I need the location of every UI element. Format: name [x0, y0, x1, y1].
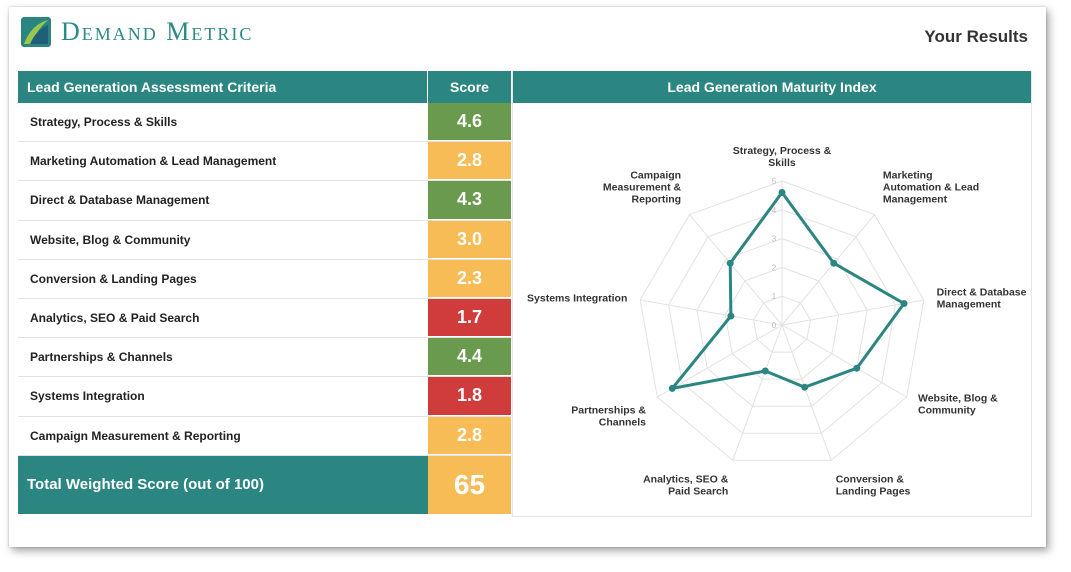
axis-label-line: Marketing	[883, 170, 933, 182]
axis-label: Analytics, SEO & Paid Search	[643, 474, 729, 498]
axis-label-line: Analytics, SEO &	[643, 474, 729, 486]
axis-spoke	[781, 214, 875, 326]
tick-label: 2	[772, 263, 777, 272]
tick-label: 3	[772, 235, 777, 244]
table-row: Systems Integration 1.8	[18, 377, 511, 417]
axis-label-line: Channels	[599, 417, 646, 429]
page-title: Your Results	[924, 27, 1028, 46]
axis-label-line: Paid Search	[668, 486, 728, 498]
axis-spoke	[689, 214, 783, 326]
axis-label-line: Systems Integration	[527, 293, 627, 305]
data-point	[726, 259, 734, 267]
axis-label-line: Website, Blog &	[918, 393, 998, 405]
criteria-label: Conversion & Landing Pages	[30, 271, 197, 286]
tick-label: 5	[772, 177, 777, 186]
data-point	[853, 364, 861, 372]
table-body: Strategy, Process & Skills 4.6 Marketing A…	[18, 103, 511, 456]
criteria-label: Analytics, SEO & Paid Search	[30, 311, 200, 326]
criteria-label: Direct & Database Management	[30, 193, 210, 208]
total-score: 65	[428, 455, 511, 514]
axis-spoke	[657, 324, 783, 398]
grid-ring	[639, 180, 925, 461]
total-row: Total Weighted Score (out of 100) 65	[18, 455, 511, 514]
grid-ring	[668, 209, 896, 434]
logo-icon	[21, 17, 51, 47]
axis-label-line: Direct & Database	[937, 287, 1027, 299]
axis-label-line: Management	[937, 299, 1002, 311]
score-value: 4.6	[428, 103, 511, 142]
table-row: Website, Blog & Community 3.0	[18, 220, 511, 260]
axis-spoke	[781, 324, 832, 461]
axis-label: Direct & Database Management	[937, 287, 1027, 311]
score-value: 4.4	[428, 338, 511, 377]
axis-spoke	[640, 299, 783, 326]
criteria-label: Systems Integration	[30, 389, 145, 404]
axis-label-line: Community	[918, 405, 976, 417]
axis-label: Website, Blog & Community	[918, 393, 998, 417]
score-value: 3.0	[428, 220, 511, 259]
results-card: Demand Metric Your Results Lead Generati…	[9, 7, 1046, 547]
score-header: Score	[450, 79, 489, 95]
axis-spoke	[781, 299, 924, 326]
data-point	[761, 367, 769, 375]
table-header: Lead Generation Assessment Criteria Scor…	[18, 71, 511, 103]
grid-ring	[696, 238, 868, 407]
criteria-label: Campaign Measurement & Reporting	[30, 428, 241, 443]
axis-label-line: Reporting	[632, 194, 682, 206]
table-row: Campaign Measurement & Reporting 2.8	[18, 416, 511, 456]
tick-label: 4	[772, 206, 777, 215]
axis-label: Strategy, Process & Skills	[733, 145, 832, 169]
data-point	[778, 189, 786, 196]
table-row: Partnerships & Channels 4.4	[18, 338, 511, 378]
axis-label-line: Partnerships &	[571, 405, 646, 417]
maturity-index-panel: Lead Generation Maturity Index 0 1 2 3 4 5 Str…	[512, 71, 1032, 517]
criteria-label: Partnerships & Channels	[30, 350, 173, 365]
axis-label-line: Conversion &	[836, 474, 905, 486]
total-label: Total Weighted Score (out of 100)	[18, 455, 428, 514]
data-point	[727, 312, 735, 320]
axis-label-line: Campaign	[630, 170, 681, 182]
table-row: Direct & Database Management 4.3	[18, 181, 511, 221]
data-point	[668, 384, 676, 392]
axis-label-line: Strategy, Process &	[733, 145, 832, 157]
tick-label: 1	[772, 292, 777, 301]
axis-label-line: Automation & Lead	[883, 182, 979, 194]
radar-chart: 0 1 2 3 4 5 Strategy, Process & Skills Marketing…	[527, 145, 1027, 498]
axis-label-line: Skills	[768, 157, 796, 169]
axis-label: Systems Integration	[527, 293, 627, 305]
chart-title: Lead Generation Maturity Index	[513, 71, 1031, 103]
score-value: 1.8	[428, 377, 511, 416]
score-value: 2.8	[428, 142, 511, 181]
table-row: Conversion & Landing Pages 2.3	[18, 259, 511, 299]
score-value: 4.3	[428, 181, 511, 220]
data-point	[801, 383, 809, 391]
criteria-header: Lead Generation Assessment Criteria	[18, 71, 428, 103]
axis-label: Marketing Automation & Lead Management	[883, 170, 979, 206]
criteria-label: Strategy, Process & Skills	[30, 115, 178, 130]
table-row: Marketing Automation & Lead Management 2.…	[18, 142, 511, 182]
axis-label-line: Management	[883, 194, 948, 206]
axis-label: Partnerships & Channels	[571, 405, 646, 429]
score-value: 1.7	[428, 298, 511, 338]
table-row: Analytics, SEO & Paid Search 1.7	[18, 298, 511, 339]
demand-metric-logo: Demand Metric	[21, 17, 253, 47]
data-point	[830, 259, 838, 267]
brand-name: Demand Metric	[61, 17, 254, 46]
criteria-label: Website, Blog & Community	[30, 232, 191, 247]
axis-label-line: Landing Pages	[836, 486, 911, 498]
grid-ring	[753, 295, 811, 353]
axis-label-line: Measurement &	[603, 182, 682, 194]
score-value: 2.3	[428, 259, 511, 298]
tick-label: 0	[772, 321, 777, 330]
axis-spoke	[781, 324, 907, 398]
score-value: 2.8	[428, 416, 511, 455]
table-row: Strategy, Process & Skills 4.6	[18, 103, 511, 143]
axis-spoke	[732, 324, 783, 461]
axis-label: Conversion & Landing Pages	[836, 474, 911, 498]
series-line	[670, 191, 906, 390]
axis-label: Campaign Measurement & Reporting	[603, 170, 682, 206]
criteria-label: Marketing Automation & Lead Management	[30, 154, 277, 169]
assessment-table: Lead Generation Assessment Criteria Scor…	[18, 71, 511, 514]
data-point	[900, 300, 908, 307]
